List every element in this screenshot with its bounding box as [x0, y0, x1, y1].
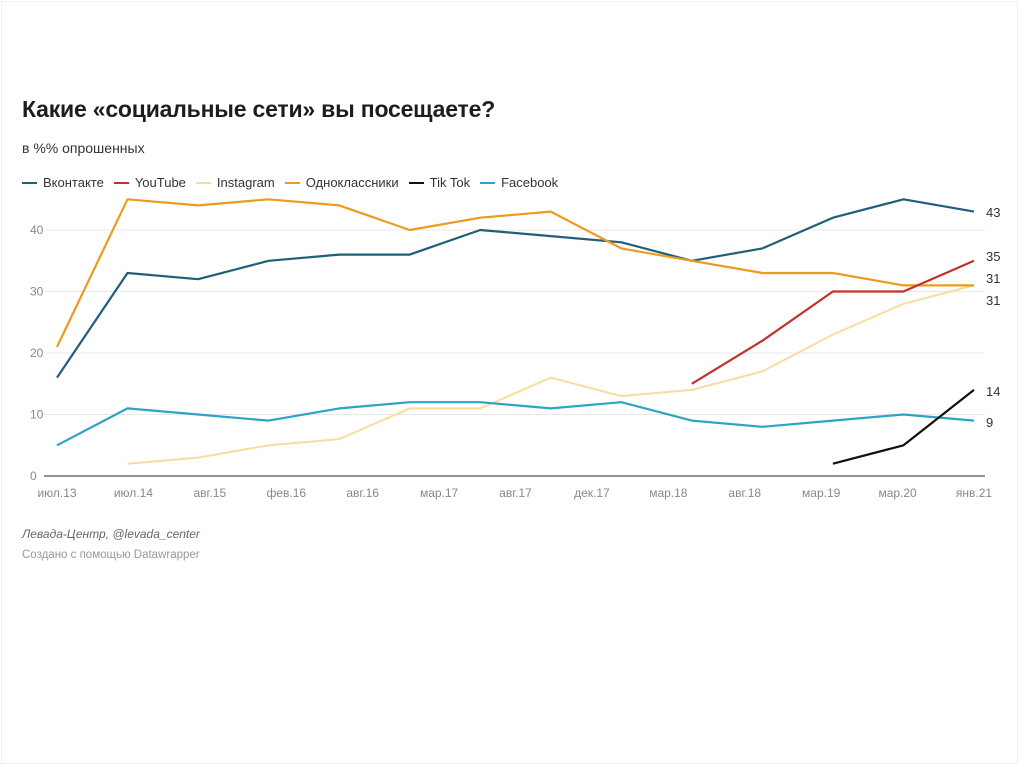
legend-swatch [480, 181, 496, 184]
x-tick-label: мар.18 [649, 486, 688, 500]
x-tick-label: авг.16 [346, 486, 379, 500]
legend-label: Instagram [216, 175, 275, 190]
legend: Вконтакте YouTube Instagram Одноклассники Ti… [22, 175, 568, 190]
series-line-Tik Tok [832, 389, 975, 465]
end-label: 43 [986, 205, 1000, 220]
x-tick-label: дек.17 [574, 486, 610, 500]
end-label: 35 [986, 249, 1000, 264]
chart-title: Какие «социальные сети» вы посещаете? [22, 96, 496, 122]
x-tick-label: авг.18 [728, 486, 761, 500]
x-tick-label: янв.21 [956, 486, 993, 500]
series-line-Facebook [56, 401, 975, 447]
legend-item: Instagram [195, 175, 275, 190]
legend-label: Одноклассники [305, 175, 399, 190]
x-tick-label: авг.17 [499, 486, 532, 500]
y-axis-ticks: 0 10 20 30 40 [30, 223, 44, 483]
x-tick-label: июл.14 [114, 486, 153, 500]
legend-label: YouTube [134, 175, 186, 190]
y-tick-label: 10 [30, 408, 44, 422]
y-tick-label: 40 [30, 223, 44, 237]
x-tick-label: мар.19 [802, 486, 841, 500]
x-tick-label: мар.17 [420, 486, 459, 500]
legend-label: Tik Tok [429, 175, 471, 190]
legend-item: Вконтакте [22, 175, 104, 190]
grid-lines [44, 229, 985, 477]
series-line-Одноклассники [56, 198, 974, 348]
legend-swatch [113, 181, 129, 184]
chart-subtitle: в %% опрошенных [22, 140, 145, 156]
y-tick-label: 30 [30, 285, 44, 299]
x-tick-label: июл.13 [37, 486, 76, 500]
x-tick-label: авг.15 [194, 486, 227, 500]
y-tick-label: 20 [30, 346, 44, 360]
x-tick-label: мар.20 [878, 486, 917, 500]
legend-item: Tik Tok [408, 175, 471, 190]
source-note: Левада-Центр, @levada_center [22, 527, 200, 541]
end-labels: 43 35 31 31 14 9 [986, 205, 1000, 430]
end-label: 31 [986, 293, 1000, 308]
series-line-Instagram [127, 284, 975, 465]
legend-item: Facebook [480, 175, 558, 190]
legend-item: Одноклассники [284, 175, 399, 190]
series-line-YouTube [691, 259, 975, 385]
x-axis-ticks: июл.13 июл.14 авг.15 фев.16 авг.16 мар.17 авг.… [37, 486, 992, 500]
end-label: 14 [986, 384, 1000, 399]
end-label: 9 [986, 415, 993, 430]
y-tick-label: 0 [30, 469, 37, 483]
legend-label: Facebook [501, 175, 559, 190]
end-label: 31 [986, 271, 1000, 286]
legend-swatch [22, 181, 37, 184]
legend-swatch [195, 181, 211, 184]
series-lines [56, 198, 975, 465]
legend-swatch [408, 181, 424, 184]
x-tick-label: фев.16 [266, 486, 306, 500]
legend-item: YouTube [113, 175, 186, 190]
series-line-Вконтакте [56, 198, 975, 379]
legend-label: Вконтакте [43, 175, 104, 190]
credit-note: Создано с помощью Datawrapper [22, 549, 200, 561]
legend-swatch [284, 181, 300, 184]
